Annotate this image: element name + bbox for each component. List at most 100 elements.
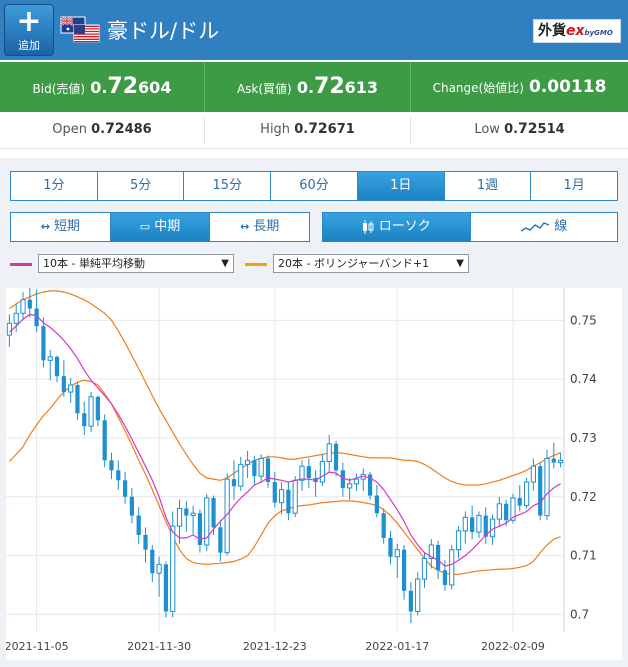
candle-body-up xyxy=(394,549,400,558)
candle-body-down xyxy=(408,590,413,612)
open-label: Open xyxy=(52,122,87,137)
term-mid-button[interactable]: ▭ 中期 xyxy=(110,212,211,242)
term-selector: ↔ 短期 ▭ 中期 ↔ 長期 xyxy=(10,212,311,242)
candle-body-down xyxy=(333,443,339,471)
candlestick-icon xyxy=(362,219,374,234)
candle-body-down xyxy=(252,460,257,477)
candle-body-down xyxy=(306,466,311,478)
bollinger-color-swatch xyxy=(245,263,267,266)
open-cell: Open 0.72486 xyxy=(0,112,204,148)
candle-body-down xyxy=(470,517,475,533)
candle-body-down xyxy=(34,308,39,327)
open-value: 0.72486 xyxy=(91,121,152,137)
quote-divider xyxy=(410,62,411,112)
pair-title: 豪ドル/ドル xyxy=(107,19,220,43)
candle-body-down xyxy=(483,515,488,537)
candle-body-up xyxy=(530,465,536,483)
change-value: 0.00118 xyxy=(528,77,607,97)
x-tick-label: 2022-02-09 xyxy=(481,640,545,653)
high-label: High xyxy=(260,122,291,137)
candle-body-down xyxy=(231,479,237,487)
candle-body-up xyxy=(190,512,196,517)
chevron-down-icon: ▼ xyxy=(456,258,464,269)
candle-body-down xyxy=(82,413,87,427)
candle-body-down xyxy=(381,513,386,538)
bid-value-small: 604 xyxy=(138,78,172,97)
candle-body-down xyxy=(340,470,345,488)
stats-divider xyxy=(410,118,411,144)
candlestick-chart: 0.75 0.74 0.73 0.72 0.71 0.7 2021-11-05 2021-11… xyxy=(5,288,597,653)
y-tick-label: 0.7 xyxy=(570,607,589,621)
bid-cell: Bid(売値) 0.72604 xyxy=(0,62,204,112)
candle-body-down xyxy=(265,458,271,483)
ask-value-small: 613 xyxy=(344,78,379,97)
sma-color-swatch xyxy=(10,263,32,266)
open-value-pre: 0. xyxy=(91,122,106,137)
y-tick-label: 0.72 xyxy=(570,490,597,504)
high-value-big: 72 xyxy=(308,121,328,137)
low-value: 0.72514 xyxy=(504,121,565,137)
candle-body-up xyxy=(47,356,53,361)
tab-1month[interactable]: 1月 xyxy=(531,171,619,201)
indicator-secondary: 20本 - ボリンジャーバンド+1 ▼ xyxy=(245,254,470,274)
header-bar: + 追加 豪ドル/ドル 外貨exbyGMO xyxy=(0,0,628,60)
term-mid-label: 中期 xyxy=(154,219,181,234)
ask-label: Ask(買値) xyxy=(236,82,292,96)
candle-body-down xyxy=(150,549,155,574)
candlestick-button[interactable]: ローソク xyxy=(322,212,471,242)
candle-body-up xyxy=(449,549,455,586)
stats-bar: Open 0.72486 High 0.72671 Low 0.72514 xyxy=(0,112,628,149)
line-chart-button[interactable]: 線 xyxy=(470,212,618,242)
candle-body-up xyxy=(292,479,298,514)
candle-body-down xyxy=(218,527,223,553)
x-tick-label: 2022-01-17 xyxy=(365,640,429,653)
bollinger-select[interactable]: 20本 - ボリンジャーバンド+1 ▼ xyxy=(273,254,469,273)
term-long-button[interactable]: ↔ 長期 xyxy=(210,212,311,242)
candle-body-up xyxy=(476,515,482,533)
candle-body-down xyxy=(143,534,148,550)
brand-ex: ex xyxy=(566,23,585,39)
candle-body-down xyxy=(272,482,277,503)
y-tick-label: 0.74 xyxy=(570,372,597,386)
candle-body-up xyxy=(204,497,210,546)
term-short-label: 短期 xyxy=(53,219,80,234)
candle-body-down xyxy=(211,497,216,528)
candlestick-label: ローソク xyxy=(378,219,431,234)
tab-1day[interactable]: 1日 xyxy=(357,171,445,201)
low-label: Low xyxy=(474,122,500,137)
candle-body-down xyxy=(136,515,141,535)
candle-body-up xyxy=(462,516,468,532)
candle-body-up xyxy=(20,299,26,314)
ask-value: 0.72613 xyxy=(297,74,379,99)
candle-body-up xyxy=(319,460,326,483)
aus-usa-flag-icon xyxy=(60,16,100,43)
bollinger-select-value: 20本 - ボリンジャーバンド+1 xyxy=(278,257,430,270)
candle-body-down xyxy=(95,396,100,421)
candle-body-up xyxy=(523,481,530,507)
bid-value: 0.72604 xyxy=(90,74,172,99)
candle-body-down xyxy=(54,356,60,377)
price-chart[interactable]: 0.75 0.74 0.73 0.72 0.71 0.7 2021-11-05 2021-11… xyxy=(5,288,622,660)
tab-60min[interactable]: 60分 xyxy=(271,171,358,201)
tab-1min[interactable]: 1分 xyxy=(10,171,98,201)
candle-body-down xyxy=(27,299,32,309)
tab-15min[interactable]: 15分 xyxy=(184,171,272,201)
term-long-label: 長期 xyxy=(253,219,280,234)
candle-body-up xyxy=(299,465,305,481)
low-cell: Low 0.72514 xyxy=(411,112,628,148)
candle-body-up xyxy=(88,396,94,427)
candle-body-up xyxy=(428,544,434,559)
add-button[interactable]: + 追加 xyxy=(4,4,54,56)
tab-1week[interactable]: 1週 xyxy=(444,171,532,201)
low-value-pre: 0. xyxy=(504,122,519,137)
candle-body-down xyxy=(41,326,46,361)
candle-body-up xyxy=(326,443,332,462)
tab-5min[interactable]: 5分 xyxy=(97,171,185,201)
candle-body-up xyxy=(510,497,516,521)
x-tick-label: 2021-11-30 xyxy=(127,640,191,653)
ask-value-big: 72 xyxy=(314,74,345,99)
term-short-button[interactable]: ↔ 短期 xyxy=(10,212,111,242)
candle-body-down xyxy=(367,474,373,496)
sma-select[interactable]: 10本 - 単純平均移動 ▼ xyxy=(38,254,234,273)
candle-body-down xyxy=(286,489,291,514)
